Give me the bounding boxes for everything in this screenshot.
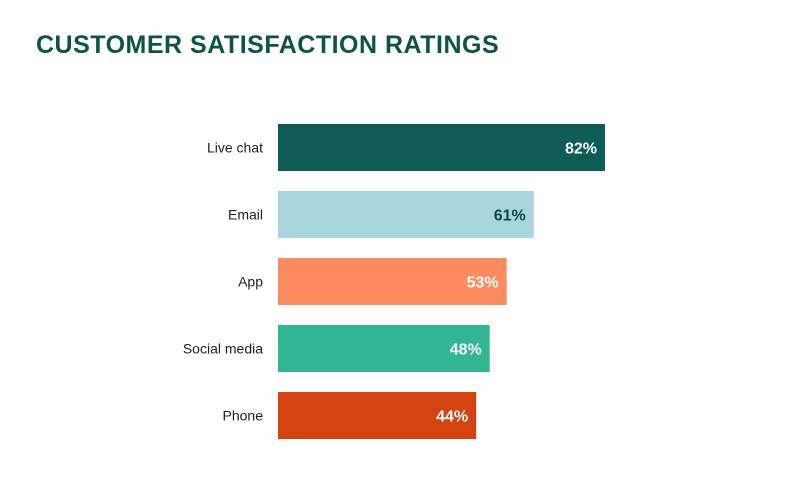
data-label: 82%	[565, 141, 597, 158]
category-label: App	[238, 274, 263, 290]
data-label: 53%	[467, 275, 499, 292]
category-label: Live chat	[207, 140, 263, 156]
bar	[278, 124, 605, 171]
data-label: 61%	[494, 208, 526, 225]
bar	[278, 258, 507, 305]
category-label: Email	[228, 207, 263, 223]
category-label: Social media	[183, 341, 263, 357]
data-label: 44%	[436, 409, 468, 426]
category-label: Phone	[223, 408, 264, 424]
data-label: 48%	[450, 342, 482, 359]
bar	[278, 392, 477, 439]
bar	[278, 325, 490, 372]
chart-title: CUSTOMER SATISFACTION RATINGS	[36, 31, 500, 59]
bar	[278, 191, 534, 238]
